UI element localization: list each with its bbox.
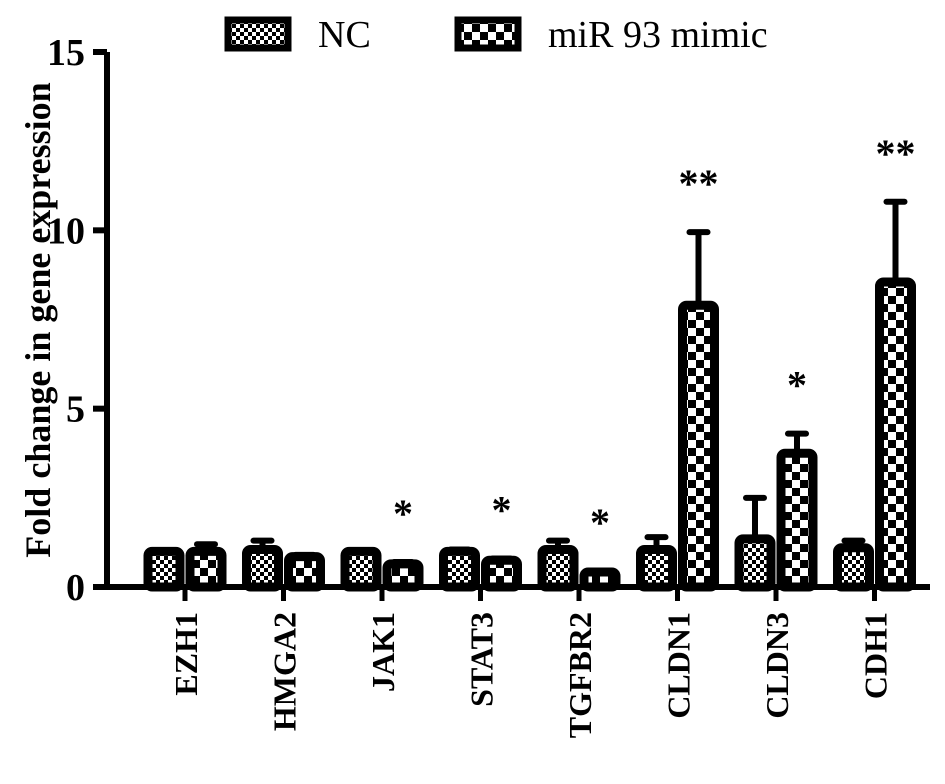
bar-mimic [284,552,325,592]
bar-mimic [875,277,916,592]
significance-label: * [492,487,512,532]
bar-nc [833,543,874,592]
x-tick-label: JAK1 [365,612,401,692]
y-tick-label: 5 [66,389,85,431]
x-tick-label: STAT3 [464,612,500,707]
significance-label: ** [679,161,719,206]
legend-swatch-nc [224,16,292,52]
axes: 0 5 10 15 EZH1 HMGA2 JAK1 STAT3 TGFBR2 CLDN1 CLDN3… [47,32,930,738]
x-tick-label: CDH1 [858,612,894,699]
bar-nc [143,546,185,592]
significance-label: ** [876,131,916,176]
bar-mimic [776,448,818,592]
significance-label: * [590,500,610,545]
bar-nc [439,546,480,592]
bar-nc [242,545,283,592]
bars: * * ****** [143,131,916,592]
legend-label-nc: NC [318,14,371,56]
y-tick-label: 10 [47,210,85,252]
significance-label: * [393,491,413,536]
bar-nc [537,545,579,592]
legend: NC miR 93 mimic [224,14,768,56]
x-tick-label: HMGA2 [267,612,303,731]
x-tick-label: EZH1 [168,612,204,696]
bar-mimic [382,559,424,592]
legend-label-mimic: miR 93 mimic [548,14,768,56]
bar-mimic [579,567,621,592]
bar-nc [340,546,382,592]
bar-nc [636,545,677,592]
bar-mimic [185,546,227,592]
y-tick-label: 15 [47,32,85,74]
legend-swatch-mimic [454,16,522,52]
bar-mimic [481,555,522,592]
bar-nc [734,534,776,592]
significance-label: * [787,363,807,408]
bar-mimic [678,300,719,592]
y-tick-label: 0 [66,567,85,609]
x-tick-label: TGFBR2 [562,612,598,738]
x-tick-label: CLDN1 [661,612,697,719]
x-tick-label: CLDN3 [759,612,795,719]
y-axis-label: Fold change in gene expression [18,82,58,557]
